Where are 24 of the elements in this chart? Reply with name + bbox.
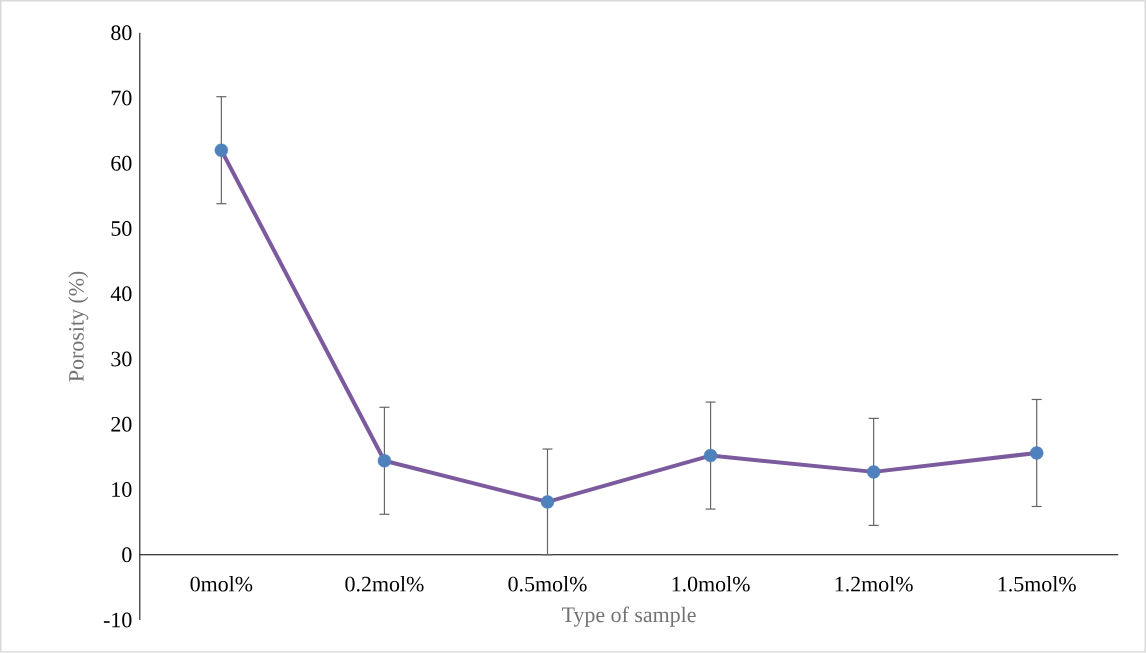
point xyxy=(866,465,881,479)
x-tick-label: 0.5mol% xyxy=(508,576,587,592)
x-tick-label: 1.0mol% xyxy=(672,576,750,592)
y-tick-label: 40 xyxy=(110,286,132,302)
point xyxy=(540,495,555,509)
x-tick-label: 1.5mol% xyxy=(998,576,1076,592)
x-tick-label: 1.2mol% xyxy=(835,576,913,592)
x-tick-label: 0mol% xyxy=(190,576,253,592)
point xyxy=(1030,446,1044,460)
y-axis-title: Porosity (%) xyxy=(68,271,89,382)
y-tick-label: 60 xyxy=(111,155,132,171)
x-tick-label: 0.2mol% xyxy=(345,576,424,592)
y-tick-label: 80 xyxy=(111,25,132,41)
y-tick-label: 10 xyxy=(112,482,132,498)
y-tick-label: 30 xyxy=(111,351,132,367)
point xyxy=(703,448,718,463)
y-tick-label: -10 xyxy=(103,612,132,628)
y-tick-label: 50 xyxy=(111,221,132,237)
point xyxy=(377,454,392,468)
x-axis-title: Type of sample xyxy=(561,606,696,627)
y-tick-label: 70 xyxy=(111,90,132,106)
y-tick-label: 20 xyxy=(111,416,132,432)
y-tick-label: 0 xyxy=(122,547,132,563)
point xyxy=(214,143,229,158)
